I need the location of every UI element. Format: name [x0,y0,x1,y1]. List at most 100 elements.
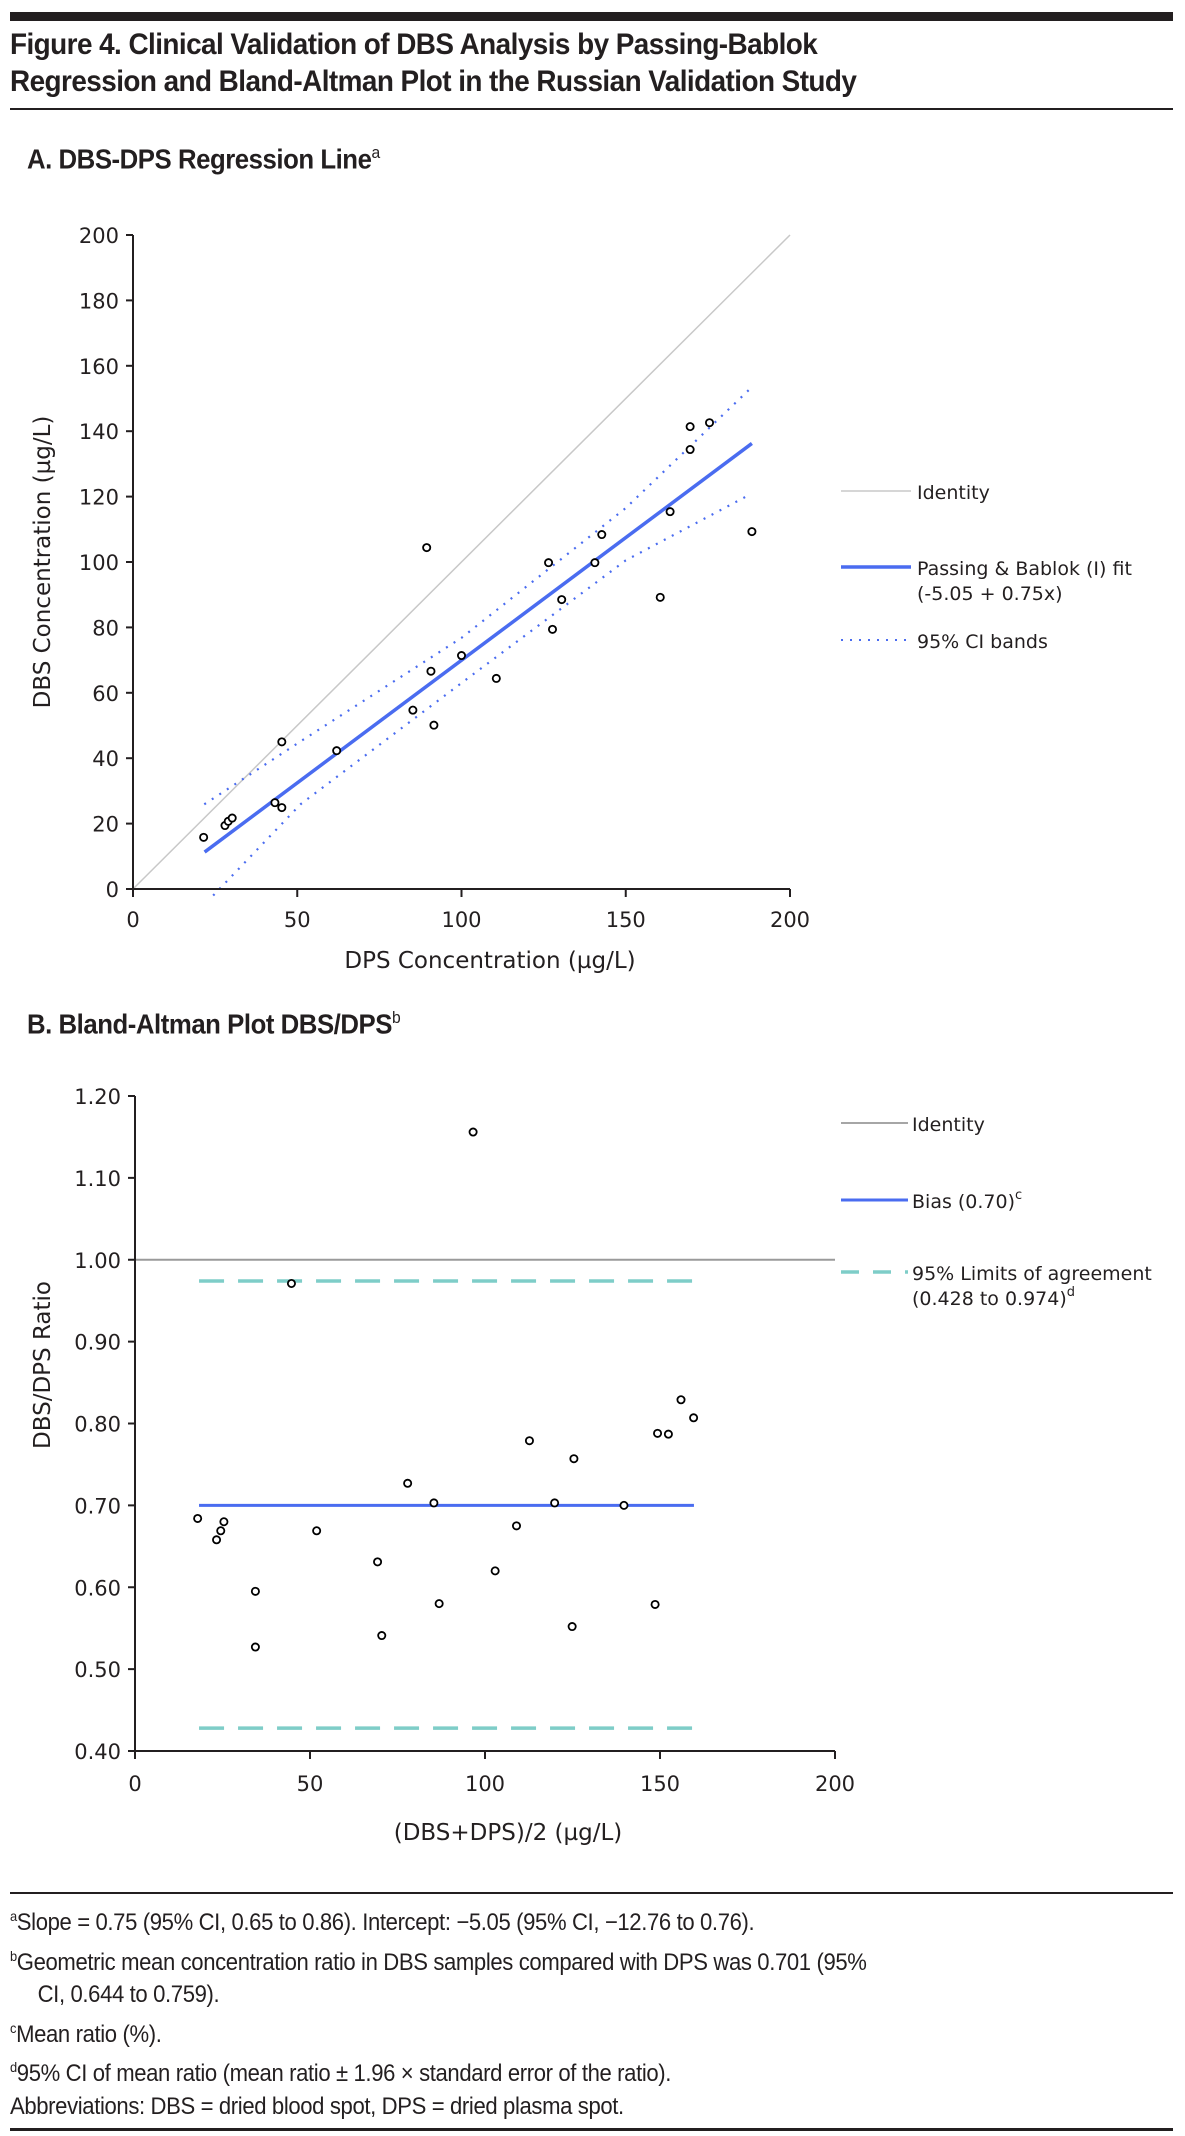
data-point [332,746,342,756]
data-point [286,1278,296,1288]
footnote: Abbreviations: DBS = dried blood spot, D… [10,2091,1086,2124]
data-point [665,507,675,517]
regression-fit-line [203,442,753,854]
legend-identity-label: Identity [912,1114,985,1136]
legend-loa-label: 95% Limits of agreement [912,1263,1152,1285]
ci-upper-band [203,386,753,806]
panel-b-title-text: B. Bland-Altman Plot DBS/DPS [27,1008,392,1040]
data-point [468,1127,478,1137]
footnote: cMean ratio (%). [10,2012,1086,2052]
figure-title: Figure 4. Clinical Validation of DBS Ana… [10,26,1093,100]
y-tick-label: 120 [79,486,119,510]
legend-fit-label: Passing & Bablok (I) fit [917,558,1132,580]
footnote-marker: c [10,2019,17,2036]
y-tick-label: 20 [92,813,119,837]
x-tick-label: 100 [441,908,481,932]
data-point [227,813,237,823]
data-point [544,558,554,568]
bland-altman-chart: 0.40 0.50 0.60 0.70 0.80 0.90 1.00 1.10 1.20 0 50 1… [30,1085,1152,1846]
footnote-text: Geometric mean concentration ratio in DB… [16,1948,867,1976]
legend-loa-sup: d [1067,1285,1075,1300]
y-tick-label: 0.70 [74,1494,121,1518]
y-tick-label: 180 [79,289,119,313]
data-point [747,527,757,537]
data-point [429,720,439,730]
bottom-rule [10,2128,1173,2131]
x-tick-label: 0 [126,908,139,932]
y-tick-label: 140 [79,420,119,444]
y-tick-label: 0.90 [74,1331,121,1355]
y-tick-label: 60 [92,682,119,706]
data-point [524,1436,534,1446]
y-tick-label: 100 [79,551,119,575]
footnote-text: Slope = 0.75 (95% CI, 0.65 to 0.86). Int… [16,1909,755,1936]
footnote-text: CI, 0.644 to 0.759). [37,1981,220,2008]
y-axis-label: DBS Concentration (µg/L) [30,416,56,709]
top-rule [10,12,1173,21]
data-point [653,1428,663,1438]
data-point [590,558,600,568]
y-tick-label: 0.60 [74,1576,121,1600]
footnote-text: 95% CI of mean ratio (mean ratio ± 1.96 … [16,2060,672,2087]
title-rule [10,108,1173,110]
y-tick-label: 0.50 [74,1658,121,1682]
panel-a-title: A. DBS-DPS Regression Linea [27,143,380,175]
data-point [219,1517,229,1527]
data-point [619,1500,629,1510]
footnote: bGeometric mean concentration ratio in D… [10,1940,1086,1980]
legend-loa-range: (0.428 to 0.974)d [912,1285,1075,1310]
data-point [270,798,280,808]
data-point [490,1566,500,1576]
y-tick-label: 1.00 [74,1249,121,1273]
x-tick-label: 200 [815,1772,855,1796]
panel-a-title-text: A. DBS-DPS Regression Line [27,143,372,175]
data-point [212,1535,222,1545]
y-tick-label: 160 [79,355,119,379]
data-point [456,651,466,661]
x-tick-label: 50 [284,908,311,932]
y-tick-label: 200 [79,224,119,248]
regression-chart: 0 20 40 60 80 100 120 140 160 180 200 0 50 100 150 200 D… [30,224,1132,974]
legend-bias-sup: c [1015,1188,1022,1203]
y-axis-label: DBS/DPS Ratio [30,1281,56,1449]
legend-fit-equation: (-5.05 + 0.75x) [917,583,1063,605]
data-point [557,595,567,605]
x-tick-label: 0 [128,1772,141,1796]
data-point [550,1498,560,1508]
data-point [277,803,287,813]
footnote-text: Mean ratio (%). [16,2020,162,2048]
data-point [216,1526,226,1536]
data-point [426,666,436,676]
data-point [429,1498,439,1508]
data-point [422,543,432,553]
data-point [689,1413,699,1423]
data-point [250,1642,260,1652]
footnote: aSlope = 0.75 (95% CI, 0.65 to 0.86). In… [10,1900,1086,1940]
legend-ci-label: 95% CI bands [917,631,1048,653]
data-point [655,592,665,602]
footnotes-divider [10,1892,1173,1894]
x-tick-label: 150 [640,1772,680,1796]
footnote-marker: a [10,1908,17,1924]
data-point [312,1526,322,1536]
x-axis-label: DPS Concentration (µg/L) [344,948,635,974]
data-point [491,673,501,683]
data-point [408,705,418,715]
data-point [569,1454,579,1464]
footnote: CI, 0.644 to 0.759). [10,1979,1086,2012]
data-point [705,418,715,428]
data-point [193,1513,203,1523]
x-tick-label: 150 [606,908,646,932]
data-point [373,1557,383,1567]
panel-a-title-sup: a [371,143,380,162]
data-point [377,1631,387,1641]
y-tick-label: 0.40 [74,1740,121,1764]
x-tick-label: 100 [465,1772,505,1796]
data-point [567,1622,577,1632]
x-tick-label: 50 [297,1772,324,1796]
y-tick-label: 80 [92,616,119,640]
y-tick-label: 1.10 [74,1167,121,1191]
panel-b-title: B. Bland-Altman Plot DBS/DPSb [27,1008,401,1040]
x-tick-label: 200 [770,908,810,932]
legend-identity-label: Identity [917,482,990,504]
